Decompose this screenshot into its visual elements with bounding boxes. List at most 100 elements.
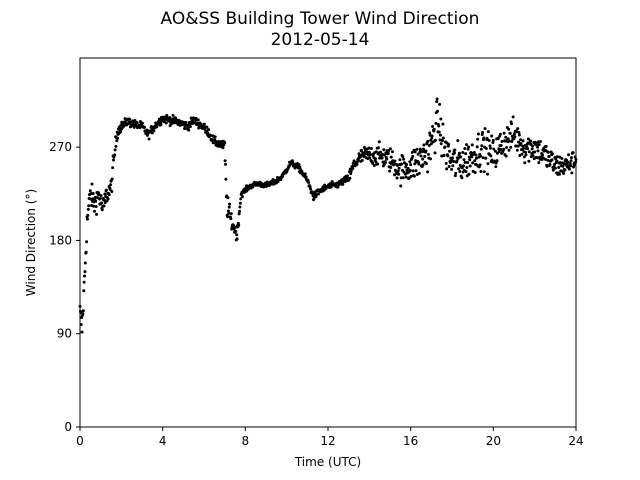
data-point xyxy=(414,169,418,173)
data-point xyxy=(461,150,465,154)
data-point xyxy=(450,156,454,160)
data-point xyxy=(437,124,441,128)
data-point xyxy=(547,155,551,159)
data-point xyxy=(86,207,90,211)
data-point xyxy=(523,161,527,165)
data-point xyxy=(227,211,231,215)
data-point xyxy=(504,154,508,158)
data-point xyxy=(237,223,241,227)
data-point xyxy=(515,148,519,152)
data-point xyxy=(229,217,233,221)
data-point xyxy=(390,150,394,154)
data-point xyxy=(443,145,447,149)
data-point xyxy=(524,150,528,154)
data-point xyxy=(81,309,85,313)
data-point xyxy=(434,121,438,125)
data-point xyxy=(512,132,516,136)
data-point xyxy=(171,113,175,117)
data-point xyxy=(152,129,156,133)
data-point xyxy=(439,142,443,146)
data-point xyxy=(466,161,470,165)
data-point xyxy=(483,127,487,131)
data-point xyxy=(99,201,103,205)
data-point xyxy=(531,144,535,148)
data-point xyxy=(448,149,452,153)
data-point xyxy=(473,171,477,175)
data-point xyxy=(421,157,425,161)
data-point xyxy=(529,139,533,143)
data-point xyxy=(471,161,475,165)
data-point xyxy=(566,160,570,164)
data-point xyxy=(420,150,424,154)
data-point xyxy=(562,171,566,175)
data-point xyxy=(290,159,294,163)
data-point xyxy=(81,312,85,316)
data-point xyxy=(226,215,230,219)
data-point xyxy=(482,136,486,140)
data-point xyxy=(223,162,227,166)
data-point xyxy=(85,217,89,221)
data-point xyxy=(436,109,440,113)
data-point xyxy=(535,156,539,160)
data-point xyxy=(510,140,514,144)
data-point xyxy=(536,149,540,153)
data-point xyxy=(228,202,232,206)
data-point xyxy=(196,118,200,122)
data-point xyxy=(505,146,509,150)
data-point xyxy=(550,152,554,156)
data-point xyxy=(447,165,451,169)
data-points xyxy=(78,97,578,334)
data-point xyxy=(271,178,275,182)
data-point xyxy=(419,154,423,158)
data-point xyxy=(207,128,211,132)
data-point xyxy=(513,135,517,139)
data-point xyxy=(388,147,392,151)
data-point xyxy=(480,144,484,148)
chart-title: AO&SS Building Tower Wind Direction xyxy=(161,9,480,29)
data-point xyxy=(297,163,301,167)
y-tick-label: 180 xyxy=(49,233,72,247)
data-point xyxy=(472,150,476,154)
data-point xyxy=(504,135,508,139)
data-point xyxy=(517,133,521,137)
data-point xyxy=(545,164,549,168)
data-point xyxy=(519,141,523,145)
data-point xyxy=(406,166,410,170)
data-point xyxy=(140,121,144,125)
data-point xyxy=(349,172,353,176)
data-point xyxy=(368,156,372,160)
data-point xyxy=(427,143,431,147)
data-point xyxy=(507,139,511,143)
data-point xyxy=(359,148,363,152)
data-point xyxy=(396,169,400,173)
data-point xyxy=(83,274,87,278)
data-point xyxy=(239,197,243,201)
data-point xyxy=(98,196,102,200)
data-point xyxy=(572,165,576,169)
data-point xyxy=(488,144,492,148)
data-point xyxy=(479,147,483,151)
data-point xyxy=(521,139,525,143)
data-point xyxy=(184,121,188,125)
data-point xyxy=(409,174,413,178)
data-point xyxy=(111,166,115,170)
data-point xyxy=(173,116,177,120)
data-point xyxy=(378,150,382,154)
data-point xyxy=(329,185,333,189)
data-point xyxy=(400,168,404,172)
data-point xyxy=(464,170,468,174)
data-point xyxy=(474,156,478,160)
data-point xyxy=(128,117,132,121)
data-point xyxy=(456,156,460,160)
x-axis-label: Time (UTC) xyxy=(294,455,361,469)
data-point xyxy=(382,148,386,152)
data-point xyxy=(117,125,121,129)
data-point xyxy=(493,149,497,153)
data-point xyxy=(441,122,445,126)
data-point xyxy=(452,160,456,164)
data-point xyxy=(465,165,469,169)
data-point xyxy=(369,152,373,156)
data-point xyxy=(468,164,472,168)
data-point xyxy=(102,198,106,202)
y-axis: 0 90 180 270 xyxy=(49,140,80,434)
